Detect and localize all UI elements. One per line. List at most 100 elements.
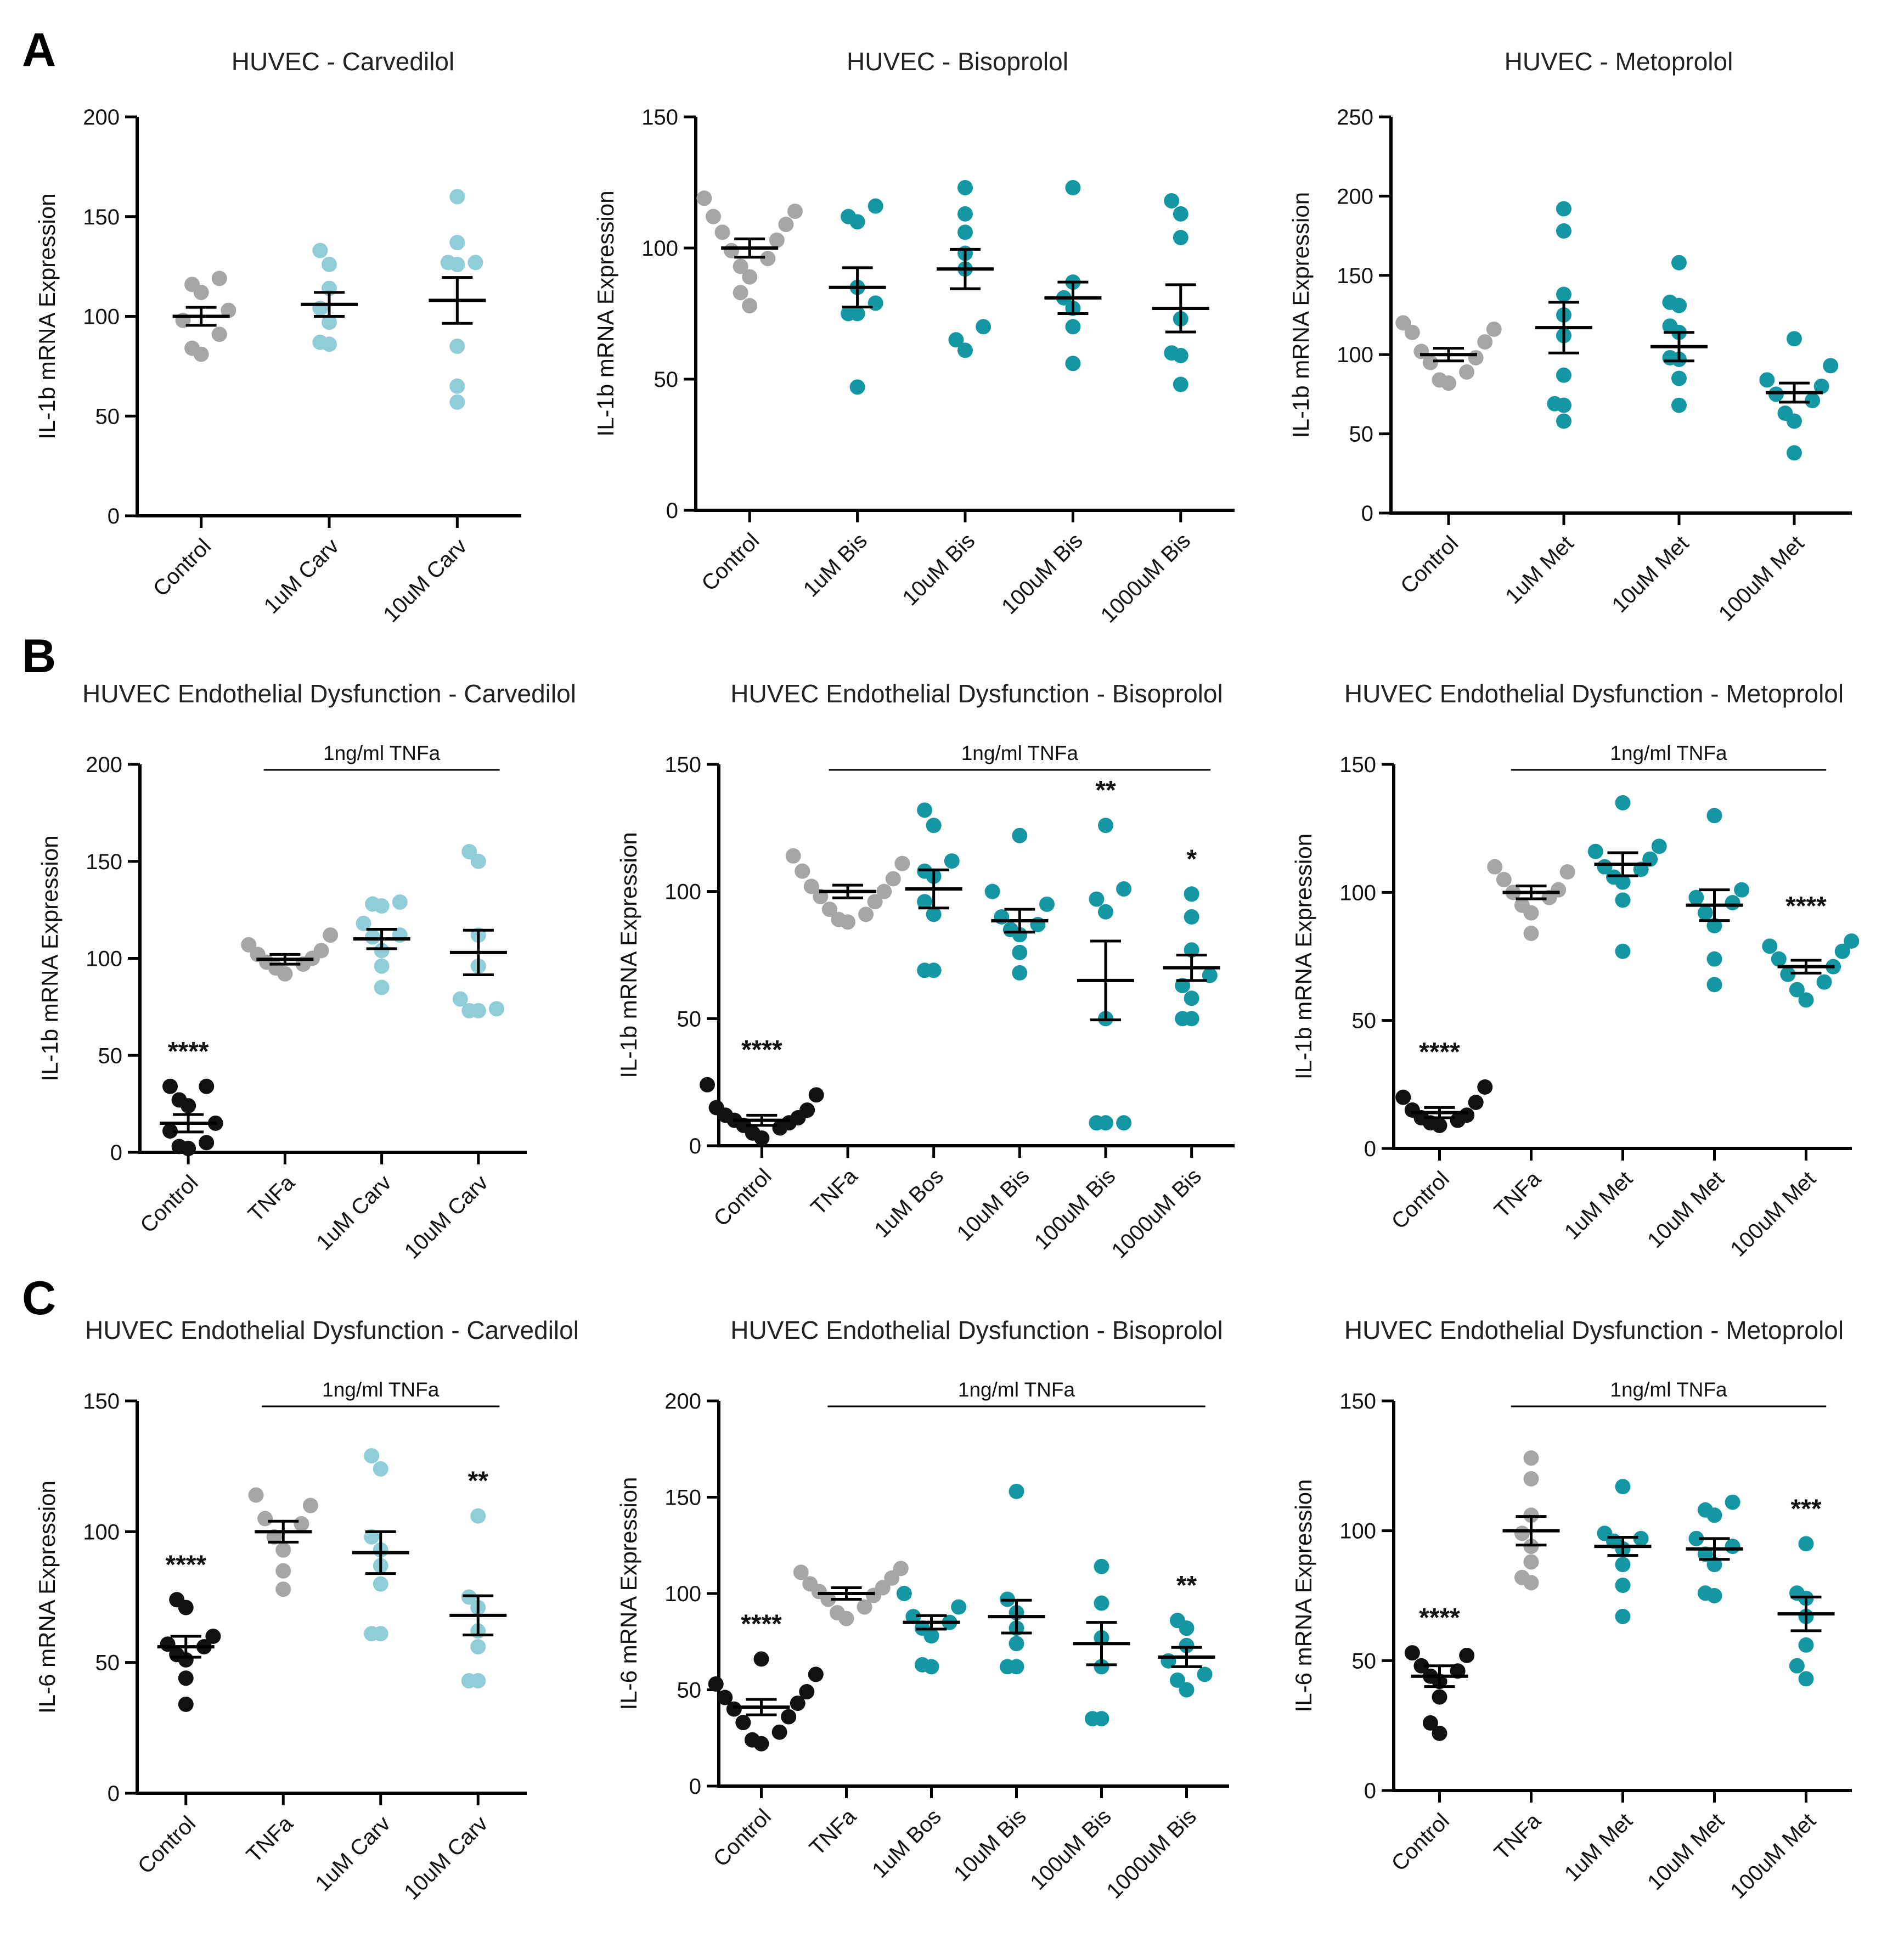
- x-tick-label: 100uM Bis: [1026, 1804, 1116, 1895]
- data-point: [849, 379, 865, 395]
- chart-title: HUVEC Endothelial Dysfunction - Metoprol…: [1344, 1316, 1844, 1344]
- x-tick-label: Control: [1387, 1809, 1454, 1876]
- data-point: [831, 911, 847, 927]
- x-tick-label: 1uM Met: [1560, 1809, 1637, 1886]
- y-tick-label: 150: [1339, 1389, 1376, 1414]
- y-tick-label: 100: [1339, 881, 1376, 905]
- data-point: [312, 334, 328, 350]
- data-point: [726, 1701, 742, 1717]
- data-point: [1002, 922, 1018, 938]
- data-point: [808, 1087, 824, 1103]
- data-point: [1065, 180, 1081, 196]
- data-point: [1009, 1636, 1024, 1652]
- chart-3: HUVEC - Metoprolol IL-1b mRNA Expression 0…: [1288, 47, 1852, 626]
- data-point: [926, 818, 942, 834]
- y-tick-label: 250: [1337, 105, 1373, 129]
- data-point: [717, 1690, 733, 1705]
- y-axis-label: IL-6 mRNA Expression: [1291, 1479, 1316, 1713]
- panel-label-c: C: [22, 1272, 56, 1325]
- data-point: [1496, 872, 1512, 887]
- data-point: [1173, 376, 1188, 392]
- data-point: [313, 943, 329, 959]
- data-point: [1805, 392, 1821, 408]
- significance-label: ****: [165, 1550, 206, 1579]
- data-point: [1477, 334, 1493, 350]
- data-point: [1184, 886, 1199, 902]
- data-point: [1789, 982, 1805, 998]
- y-tick-label: 150: [1337, 264, 1373, 288]
- data-point: [1547, 396, 1563, 412]
- data-point: [708, 1100, 724, 1116]
- data-point: [795, 863, 810, 879]
- x-tick-label: 10uM Bis: [953, 1164, 1034, 1246]
- data-point: [160, 1636, 176, 1652]
- data-point: [467, 255, 483, 271]
- data-point: [1697, 905, 1713, 921]
- data-point: [957, 180, 973, 196]
- x-tick-label: 10uM Bis: [949, 1804, 1031, 1886]
- tnfa-bracket-label: 1ng/ml TNFa: [961, 742, 1079, 764]
- data-point: [957, 206, 973, 222]
- data-point: [449, 339, 465, 354]
- chart-1: HUVEC - Carvedilol IL-1b mRNA Expression 0…: [34, 47, 521, 627]
- significance-label: ****: [741, 1609, 782, 1638]
- x-tick-label: 10uM Met: [1643, 1167, 1729, 1253]
- data-point: [364, 1448, 380, 1464]
- data-point: [799, 1102, 815, 1118]
- chart-8: HUVEC Endothelial Dysfunction - Bisoprol…: [616, 1316, 1229, 1904]
- y-tick-label: 0: [689, 1775, 701, 1799]
- data-point: [1065, 356, 1081, 371]
- data-point: [1789, 1658, 1805, 1674]
- data-point: [1413, 1658, 1429, 1674]
- data-point: [461, 1003, 477, 1018]
- data-point: [323, 927, 339, 943]
- data-point: [1179, 1637, 1195, 1653]
- data-point: [1671, 370, 1687, 386]
- data-point: [1169, 1672, 1185, 1688]
- data-point: [1816, 974, 1832, 990]
- data-point: [867, 198, 883, 214]
- data-point: [867, 894, 883, 910]
- data-point: [1777, 406, 1793, 421]
- data-point: [1789, 1585, 1805, 1601]
- panel-label-a: A: [22, 24, 56, 76]
- y-tick-label: 0: [108, 1782, 120, 1806]
- data-point: [257, 1511, 273, 1527]
- x-tick-label: 1uM Carv: [311, 1811, 395, 1896]
- data-point: [1688, 1530, 1704, 1546]
- data-point: [1395, 315, 1411, 331]
- data-point: [1662, 294, 1678, 310]
- y-axis-label: IL-1b mRNA Expression: [593, 190, 618, 436]
- data-point: [221, 302, 236, 318]
- data-point: [1556, 286, 1571, 302]
- data-point: [184, 340, 200, 356]
- chart-6: HUVEC Endothelial Dysfunction - Metoprol…: [1291, 679, 1860, 1262]
- data-point: [449, 189, 465, 205]
- x-tick-label: TNFa: [242, 1811, 298, 1867]
- data-point: [1179, 1682, 1195, 1698]
- data-point: [1759, 372, 1775, 388]
- y-tick-label: 50: [1349, 423, 1374, 447]
- y-tick-label: 150: [664, 753, 701, 777]
- data-point: [1551, 882, 1567, 898]
- x-tick-label: 1uM Carv: [260, 534, 344, 618]
- data-point: [793, 1564, 809, 1580]
- data-point: [1184, 990, 1199, 1006]
- data-point: [171, 1092, 187, 1108]
- data-point: [1633, 1530, 1649, 1546]
- data-point: [1662, 350, 1678, 365]
- data-point: [275, 1542, 291, 1558]
- data-point: [1459, 1647, 1475, 1663]
- x-tick-label: 1uM Met: [1501, 531, 1578, 609]
- tnfa-bracket-label: 1ng/ml TNFa: [958, 1378, 1075, 1401]
- data-point: [1477, 1079, 1493, 1095]
- data-point: [1523, 1450, 1539, 1466]
- data-point: [392, 894, 408, 910]
- data-point: [1556, 367, 1571, 383]
- data-point: [1787, 331, 1802, 347]
- data-point: [1514, 1525, 1530, 1541]
- x-tick-label: TNFa: [1490, 1167, 1546, 1223]
- data-point: [1697, 1585, 1713, 1601]
- data-point: [1762, 938, 1778, 954]
- data-point: [841, 306, 857, 322]
